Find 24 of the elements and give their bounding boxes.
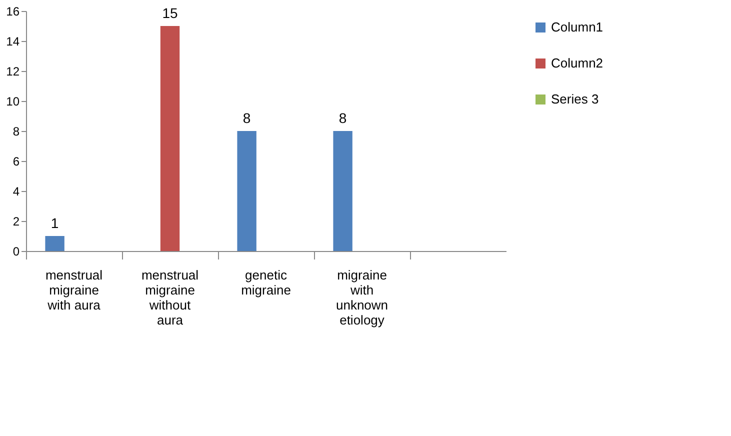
data-label: 8 <box>242 110 251 126</box>
data-label: 1 <box>50 215 59 231</box>
y-tick-label: 2 <box>12 214 20 228</box>
y-tick-label: 16 <box>6 4 20 18</box>
bar <box>160 26 180 251</box>
x-tick-label: menstrual migraine without aura <box>141 268 199 328</box>
data-label: 15 <box>162 5 178 21</box>
y-tick-label: 6 <box>12 154 20 168</box>
y-tick-label: 10 <box>6 94 20 108</box>
data-label: 8 <box>338 110 347 126</box>
bar <box>237 131 256 251</box>
legend-label: Column1 <box>551 20 604 34</box>
y-tick-label: 14 <box>6 34 20 48</box>
x-tick-label: menstrual migraine with aura <box>45 268 103 312</box>
y-tick-label: 8 <box>12 124 20 138</box>
legend-label: Series 3 <box>551 92 599 106</box>
x-tick-label: migraine with unknown etiology <box>336 268 388 328</box>
bar <box>333 131 352 251</box>
y-tick-label: 0 <box>12 244 20 258</box>
x-tick-label: genetic migraine <box>241 268 291 298</box>
y-tick-label: 4 <box>12 184 20 198</box>
bar <box>45 236 64 251</box>
y-tick-label: 12 <box>6 64 20 78</box>
legend-label: Column2 <box>551 56 604 70</box>
